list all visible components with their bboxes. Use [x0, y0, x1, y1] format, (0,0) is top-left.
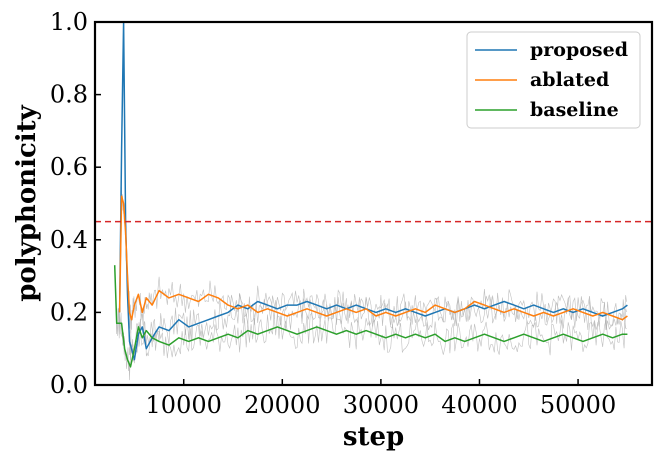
- x-tick-label: 50000: [540, 391, 616, 419]
- series-line-baseline: [113, 265, 628, 368]
- tick-layer: 10000 20000 30000 40000 50000 0.0 0.2 0.4 0.6 0.8…: [50, 8, 616, 419]
- y-tick-label: 1.0: [50, 8, 88, 36]
- x-tick-label: 40000: [441, 391, 517, 419]
- y-tick-label: 0.0: [50, 371, 88, 399]
- y-tick-label: 0.8: [50, 81, 88, 109]
- x-tick-label: 30000: [343, 391, 419, 419]
- legend-label-baseline: baseline: [530, 99, 619, 121]
- series-layer: [113, 22, 628, 368]
- y-tick-label: 0.4: [50, 226, 88, 254]
- legend-label-ablated: ablated: [530, 69, 609, 91]
- legend-label-proposed: proposed: [530, 39, 628, 61]
- legend-box: [466, 31, 641, 129]
- x-axis-label: step: [343, 422, 404, 452]
- x-tick-label: 10000: [146, 391, 222, 419]
- legend: proposed ablated baseline: [466, 31, 641, 129]
- y-tick-label: 0.2: [50, 298, 88, 326]
- raw-trace-ablated: [119, 187, 627, 334]
- x-tick-label: 20000: [244, 391, 320, 419]
- y-tick-label: 0.6: [50, 153, 88, 181]
- series-line-ablated: [118, 195, 628, 321]
- plot-frame: [93, 20, 654, 387]
- series-line-proposed: [118, 22, 628, 361]
- y-axis-label: polyphonicity: [12, 104, 42, 301]
